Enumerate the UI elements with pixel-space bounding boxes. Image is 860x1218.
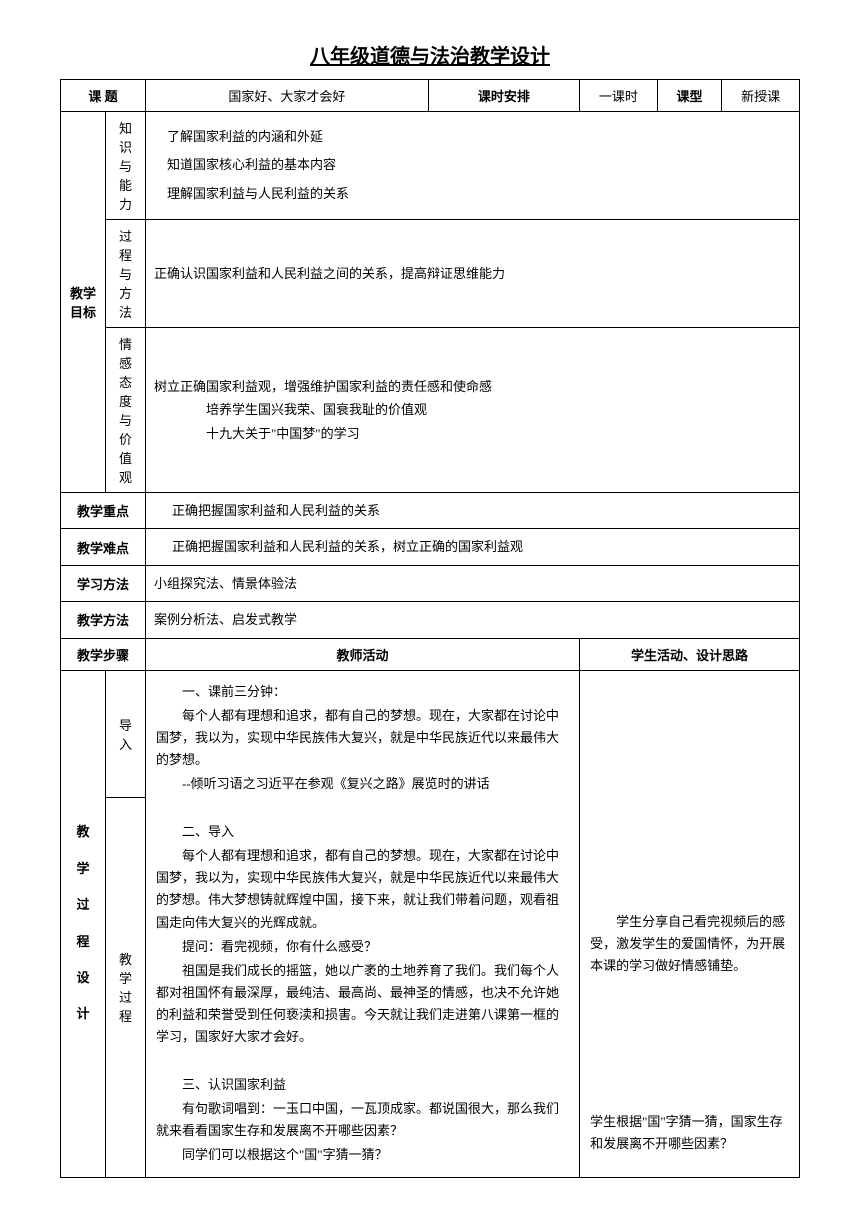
process-content: 正确认识国家利益和人民利益之间的关系，提高辩证思维能力	[146, 220, 800, 328]
page-title: 八年级道德与法治教学设计	[60, 40, 800, 69]
time-value: 一课时	[580, 80, 658, 112]
steps-label: 教学步骤	[61, 638, 146, 670]
knowledge-line2: 知道国家核心利益的基本内容	[167, 151, 791, 180]
difficulty-content: 正确把握国家利益和人民利益的关系，树立正确的国家利益观	[146, 529, 800, 565]
keypoint-row: 教学重点 正确把握国家利益和人民利益的关系	[61, 493, 800, 529]
teach-method-content: 案例分析法、启发式教学	[146, 602, 800, 638]
objectives-emotion-row: 情感态度与价值观 树立正确国家利益观，增强维护国家利益的责任感和使命感 培养学生…	[61, 328, 800, 493]
difficulty-row: 教学难点 正确把握国家利益和人民利益的关系，树立正确的国家利益观	[61, 529, 800, 565]
process-design-label: 教学过程设计	[61, 670, 106, 1177]
study-method-label: 学习方法	[61, 565, 146, 601]
section1-p1: 每个人都有理想和追求，都有自己的梦想。现在，大家都在讨论中国梦，我以为，实现中华…	[156, 705, 569, 771]
knowledge-line1: 了解国家利益的内涵和外延	[167, 123, 791, 152]
knowledge-label: 知识与能力	[106, 112, 146, 220]
emotion-label: 情感态度与价值观	[106, 328, 146, 493]
keypoint-label: 教学重点	[61, 493, 146, 529]
time-label: 课时安排	[428, 80, 579, 112]
section2-title: 二、导入	[156, 821, 569, 843]
section1-title: 一、课前三分钟：	[156, 681, 569, 703]
objectives-process-row: 过程与方法 正确认识国家利益和人民利益之间的关系，提高辩证思维能力	[61, 220, 800, 328]
teach-method-label: 教学方法	[61, 602, 146, 638]
process-label: 过程与方法	[106, 220, 146, 328]
emotion-line1: 树立正确国家利益观，增强维护国家利益的责任感和使命感	[154, 375, 791, 398]
section2-p2: 提问：看完视频，你有什么感受？	[156, 936, 569, 958]
type-label: 课型	[657, 80, 722, 112]
study-method-row: 学习方法 小组探究法、情景体验法	[61, 565, 800, 601]
header-row: 课 题 国家好、大家才会好 课时安排 一课时 课型 新授课	[61, 80, 800, 112]
teach-method-row: 教学方法 案例分析法、启发式教学	[61, 602, 800, 638]
study-method-content: 小组探究法、情景体验法	[146, 565, 800, 601]
knowledge-line3: 理解国家利益与人民利益的关系	[167, 180, 791, 209]
student-activity-label: 学生活动、设计思路	[580, 638, 800, 670]
knowledge-content: 了解国家利益的内涵和外延 知道国家核心利益的基本内容 理解国家利益与人民利益的关…	[146, 112, 800, 220]
topic-value: 国家好、大家才会好	[146, 80, 429, 112]
intro-label: 导入	[106, 670, 146, 797]
difficulty-label: 教学难点	[61, 529, 146, 565]
teacher-activity-label: 教师活动	[146, 638, 580, 670]
teacher-activity-content: 一、课前三分钟： 每个人都有理想和追求，都有自己的梦想。现在，大家都在讨论中国梦…	[146, 670, 580, 1177]
student-p2: 学生根据"国"字猜一猜，国家生存和发展离不开哪些因素？	[590, 1111, 789, 1155]
section3-p1: 有句歌词唱到：一玉口中国，一瓦顶成家。都说国很大，那么我们就来看看国家生存和发展…	[156, 1098, 569, 1142]
type-value: 新授课	[722, 80, 800, 112]
emotion-line2: 培养学生国兴我荣、国衰我耻的价值观	[154, 398, 791, 421]
lesson-plan-table: 课 题 国家好、大家才会好 课时安排 一课时 课型 新授课 教学目标 知识与能力…	[60, 79, 800, 1178]
objectives-knowledge-row: 教学目标 知识与能力 了解国家利益的内涵和外延 知道国家核心利益的基本内容 理解…	[61, 112, 800, 220]
keypoint-content: 正确把握国家利益和人民利益的关系	[146, 493, 800, 529]
objectives-label: 教学目标	[61, 112, 106, 493]
emotion-content: 树立正确国家利益观，增强维护国家利益的责任感和使命感 培养学生国兴我荣、国衰我耻…	[146, 328, 800, 493]
section2-p3: 祖国是我们成长的摇篮，她以广袤的土地养育了我们。我们每个人都对祖国怀有最深厚，最…	[156, 960, 569, 1048]
topic-label: 课 题	[61, 80, 146, 112]
section2-p1: 每个人都有理想和追求，都有自己的梦想。现在，大家都在讨论中国梦，我以为，实现中华…	[156, 845, 569, 933]
student-p1: 学生分享自己看完视频后的感受，激发学生的爱国情怀，为开展本课的学习做好情感铺垫。	[590, 911, 789, 977]
section3-title: 三、认识国家利益	[156, 1074, 569, 1096]
steps-header-row: 教学步骤 教师活动 学生活动、设计思路	[61, 638, 800, 670]
section1-p2: --倾听习语之习近平在参观《复兴之路》展览时的讲话	[156, 773, 569, 795]
teach-process-label: 教学过程	[106, 797, 146, 1177]
section3-p2: 同学们可以根据这个"国"字猜一猜？	[156, 1144, 569, 1166]
emotion-line3: 十九大关于"中国梦"的学习	[154, 422, 791, 445]
process-intro-row: 教学过程设计 导入 一、课前三分钟： 每个人都有理想和追求，都有自己的梦想。现在…	[61, 670, 800, 797]
student-activity-content: 学生分享自己看完视频后的感受，激发学生的爱国情怀，为开展本课的学习做好情感铺垫。…	[580, 670, 800, 1177]
